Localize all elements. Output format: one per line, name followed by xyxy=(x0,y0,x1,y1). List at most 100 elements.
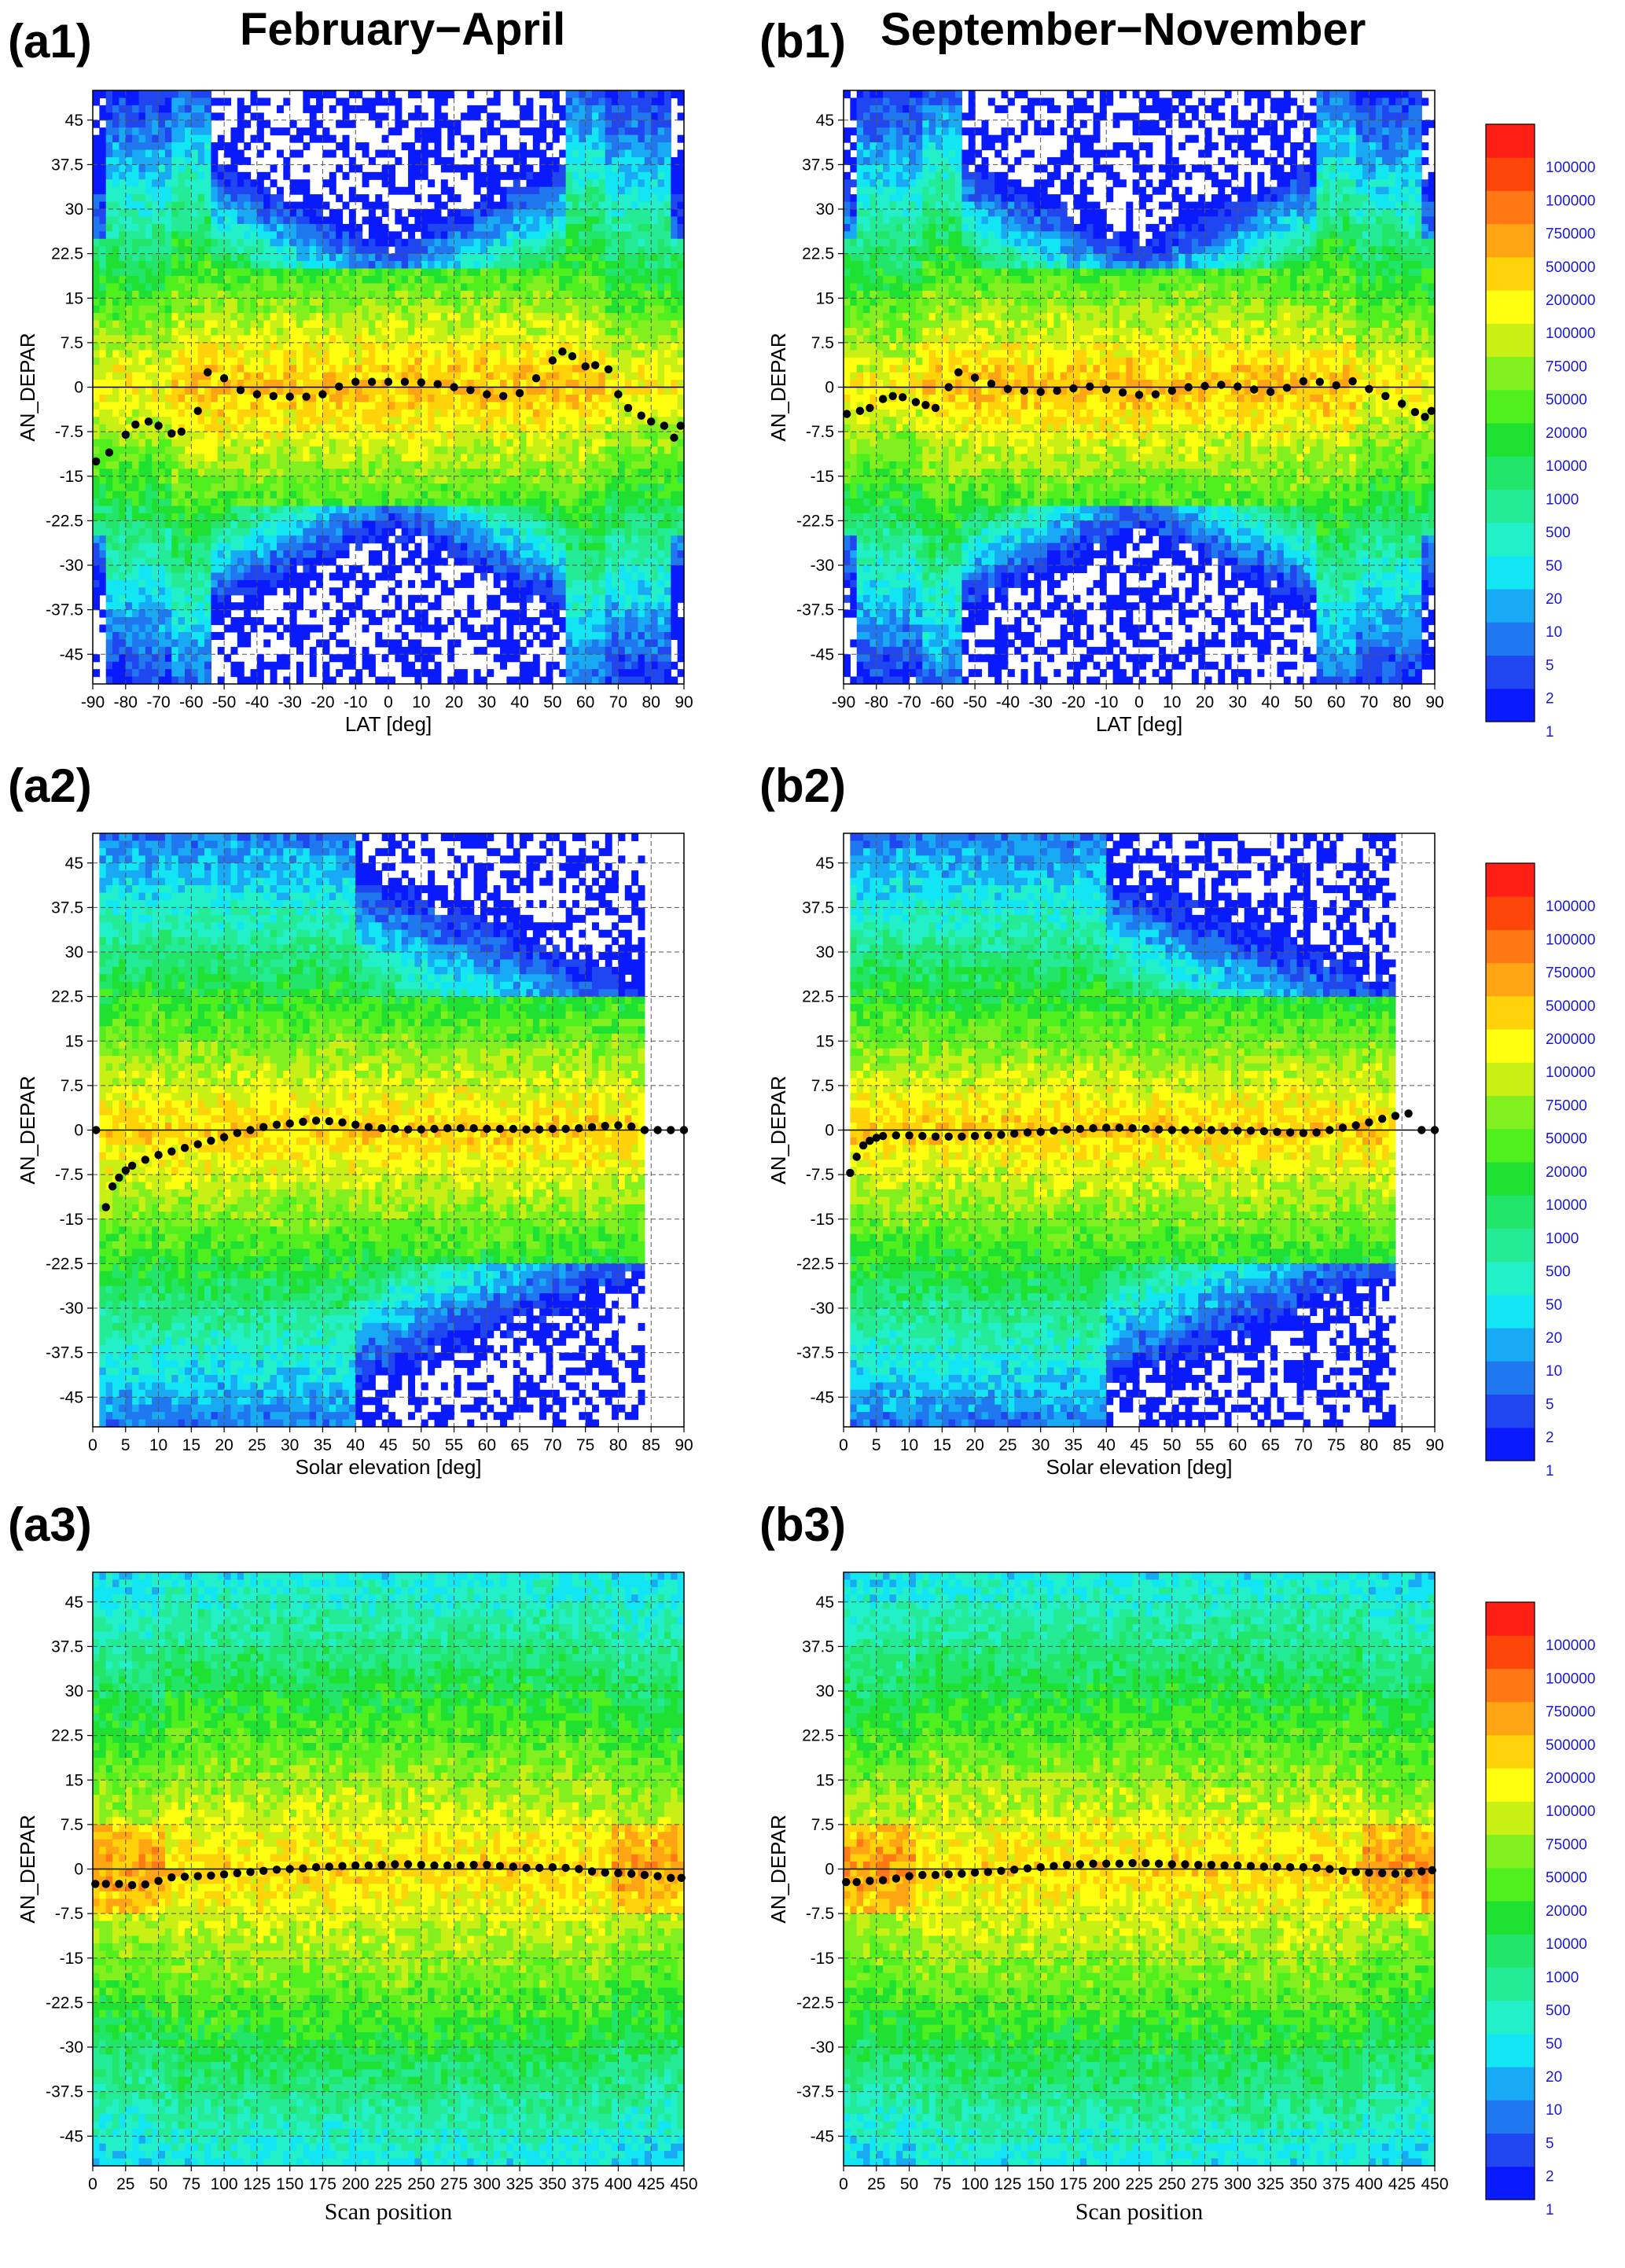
mean-point xyxy=(1233,383,1241,391)
y-tick-label: 45 xyxy=(816,1593,834,1612)
mean-point xyxy=(912,398,920,406)
mean-point xyxy=(368,378,376,386)
x-tick-label: 450 xyxy=(1421,2175,1448,2193)
colorbar-label: 5 xyxy=(1546,2135,1554,2152)
x-tick-label: -20 xyxy=(1061,693,1085,711)
x-tick-label: 80 xyxy=(642,693,660,711)
mean-point xyxy=(605,366,612,373)
mean-point xyxy=(879,1132,887,1140)
mean-point xyxy=(194,1140,202,1148)
x-tick-label: 375 xyxy=(1322,2175,1350,2193)
x-tick-label: 65 xyxy=(1261,1436,1279,1454)
mean-point xyxy=(1247,1862,1255,1870)
colorbar-label: 10 xyxy=(1546,624,1562,641)
mean-point xyxy=(1333,381,1340,389)
mean-point xyxy=(1339,1867,1347,1875)
mean-point xyxy=(1037,1128,1045,1136)
x-tick-label: 375 xyxy=(572,2175,599,2193)
y-tick-label: 30 xyxy=(816,1682,834,1700)
x-tick-label: 75 xyxy=(182,2175,200,2193)
mean-point xyxy=(954,368,962,376)
y-tick-label: -30 xyxy=(811,557,834,575)
mean-point xyxy=(987,380,995,388)
mean-point xyxy=(312,1116,320,1124)
mean-point xyxy=(1325,1865,1333,1873)
mean-point xyxy=(1411,408,1419,416)
mean-point xyxy=(549,356,557,364)
x-tick-label: 25 xyxy=(116,2175,134,2193)
mean-point xyxy=(984,1131,992,1139)
colorbar-label: 10 xyxy=(1546,1363,1562,1380)
mean-point xyxy=(122,1167,130,1174)
mean-point xyxy=(522,1126,530,1134)
x-tick-label: 100 xyxy=(211,2175,238,2193)
x-tick-label: 80 xyxy=(1360,1436,1378,1454)
x-tick-label: 5 xyxy=(872,1436,881,1454)
x-tick-label: 50 xyxy=(1294,693,1312,711)
colorbar-swatch xyxy=(1486,1262,1535,1296)
colorbar-label: 500000 xyxy=(1546,1737,1595,1754)
y-tick-label: 22.5 xyxy=(51,1727,83,1745)
mean-point xyxy=(1365,1869,1373,1877)
mean-point xyxy=(1283,384,1291,391)
y-tick-label: -37.5 xyxy=(46,2083,83,2101)
colorbar-swatch xyxy=(1486,157,1535,191)
y-axis-label: AN_DEPAR xyxy=(767,333,790,441)
y-tick-label: 37.5 xyxy=(802,156,834,174)
mean-point xyxy=(483,390,491,398)
mean-point xyxy=(351,1862,359,1869)
mean-point xyxy=(677,421,685,429)
mean-point xyxy=(91,1880,99,1888)
mean-point xyxy=(1181,1126,1189,1134)
y-tick-label: -22.5 xyxy=(796,1255,834,1273)
colorbar-swatch xyxy=(1486,423,1535,457)
x-axis-label: Scan position xyxy=(1075,2199,1204,2225)
colorbar-label: 200000 xyxy=(1546,1770,1595,1787)
x-tick-label: 20 xyxy=(215,1436,233,1454)
mean-point xyxy=(1152,390,1160,398)
mean-point xyxy=(391,1125,399,1133)
y-tick-label: -7.5 xyxy=(806,1905,834,1923)
y-tick-label: -7.5 xyxy=(55,1905,83,1923)
mean-point xyxy=(1069,384,1077,392)
colorbar-swatch xyxy=(1486,2134,1535,2167)
colorbar-swatch xyxy=(1486,1967,1535,2001)
colorbar-label: 2 xyxy=(1546,691,1554,708)
mean-point xyxy=(971,1132,979,1140)
x-axis-label: Solar elevation [deg] xyxy=(295,1455,481,1479)
colorbar-label: 50 xyxy=(1546,2036,1562,2053)
colorbar-label: 750000 xyxy=(1546,1704,1595,1721)
mean-point xyxy=(1102,1123,1110,1131)
mean-point xyxy=(561,1864,569,1872)
x-tick-label: -10 xyxy=(1094,693,1118,711)
colorbar-swatch xyxy=(1486,257,1535,291)
y-tick-label: 45 xyxy=(65,855,83,873)
y-tick-label: -15 xyxy=(811,1950,834,1968)
x-tick-label: -50 xyxy=(963,693,987,711)
y-tick-label: 7.5 xyxy=(811,1816,834,1834)
y-tick-label: -30 xyxy=(60,557,83,575)
x-tick-label: -10 xyxy=(344,693,367,711)
mean-point xyxy=(853,1878,861,1886)
mean-point xyxy=(1063,1861,1071,1869)
mean-point xyxy=(549,1863,557,1871)
y-tick-label: -22.5 xyxy=(796,512,834,530)
y-tick-label: 30 xyxy=(65,1682,83,1700)
mean-point xyxy=(335,383,343,391)
colorbar-label: 1000 xyxy=(1546,1969,1579,1986)
mean-point xyxy=(591,361,599,369)
mean-point xyxy=(443,1124,451,1132)
mean-point xyxy=(866,1877,873,1884)
colorbar-label: 10000 xyxy=(1546,1197,1587,1214)
mean-point xyxy=(653,1872,661,1880)
colorbar-label: 500000 xyxy=(1546,259,1595,276)
mean-point xyxy=(660,421,668,429)
colorbar-swatch xyxy=(1486,1129,1535,1163)
mean-point xyxy=(194,1872,202,1880)
mean-point xyxy=(1428,407,1436,415)
y-tick-label: 7.5 xyxy=(61,1077,83,1095)
mean-point xyxy=(1300,1129,1307,1137)
x-tick-label: 175 xyxy=(309,2175,336,2193)
mean-point xyxy=(1155,1860,1163,1868)
colorbar-label: 50000 xyxy=(1546,1870,1587,1887)
